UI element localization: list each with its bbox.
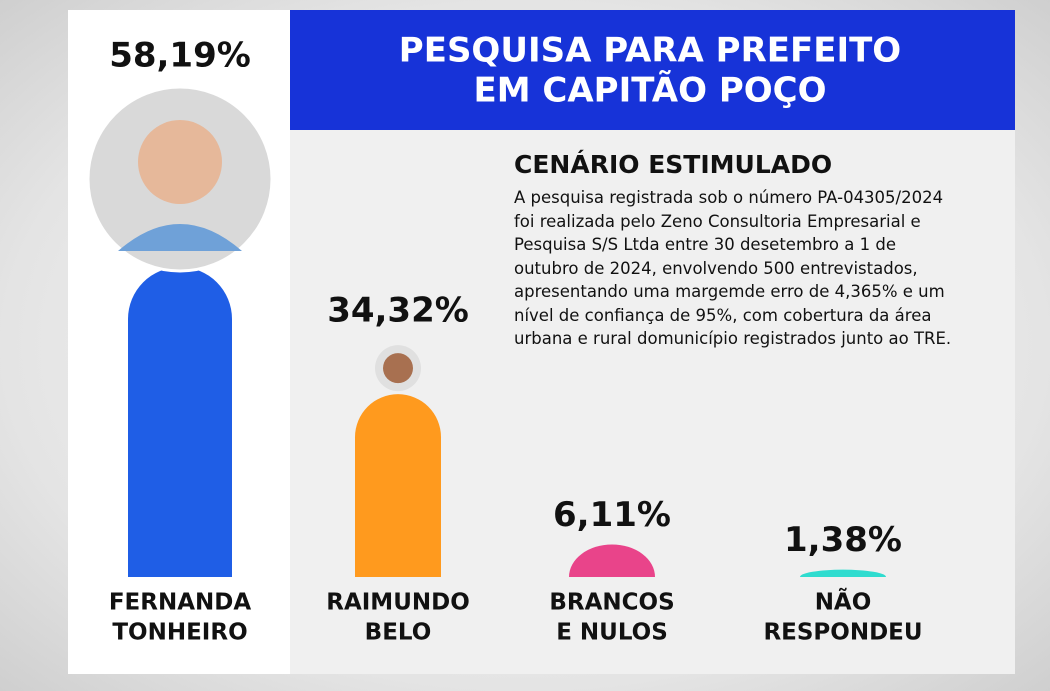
category-label: BELO xyxy=(365,620,432,646)
header xyxy=(290,10,1015,130)
title: EM CAPITÃO POÇO xyxy=(473,70,826,111)
category-label: BRANCOS xyxy=(549,590,674,616)
category-label: FERNANDA xyxy=(109,590,252,616)
note: A pesquisa registrada sob o número PA-04… xyxy=(514,188,952,348)
category-label: RAIMUNDO xyxy=(326,590,470,616)
value-label: 6,11% xyxy=(553,495,671,535)
category-label: NÃO xyxy=(815,588,872,616)
photo-face xyxy=(138,120,222,204)
bar xyxy=(569,544,655,577)
photo-shirt xyxy=(118,224,242,251)
value-label: 34,32% xyxy=(327,291,469,331)
bar xyxy=(800,569,886,577)
category-label: RESPONDEU xyxy=(763,620,922,646)
value-label: 58,19% xyxy=(109,36,251,76)
value-label: 1,38% xyxy=(784,520,902,560)
subtitle: CENÁRIO ESTIMULADO xyxy=(514,150,832,179)
category-label: TONHEIRO xyxy=(112,620,247,646)
bar xyxy=(128,267,232,577)
bar xyxy=(355,394,441,577)
photo-face xyxy=(383,353,413,384)
title: PESQUISA PARA PREFEITO xyxy=(399,31,901,71)
category-label: E NULOS xyxy=(556,620,668,646)
